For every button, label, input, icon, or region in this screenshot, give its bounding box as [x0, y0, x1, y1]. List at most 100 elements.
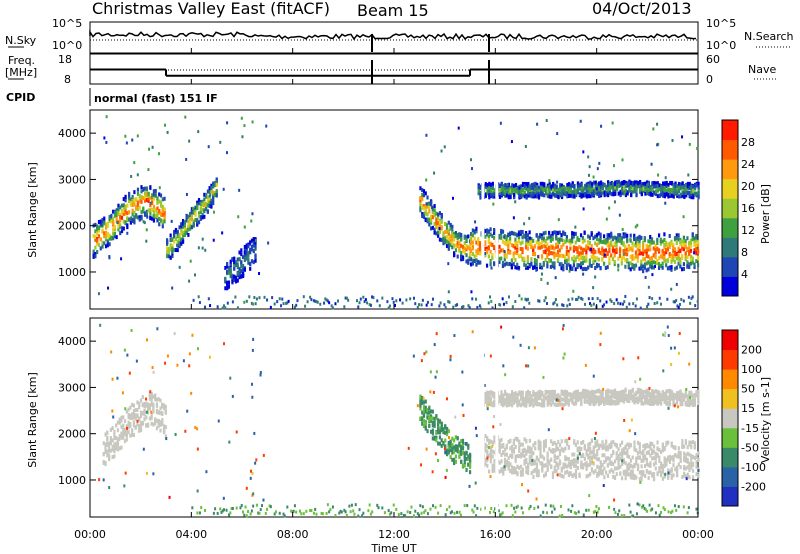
- heatmap-cell: [579, 251, 583, 256]
- heatmap-cell: [449, 455, 452, 460]
- heatmap-cell: [695, 183, 698, 188]
- heatmap-cell: [697, 181, 700, 186]
- heatmap-cell: [598, 191, 601, 196]
- heatmap-cell: [131, 429, 134, 434]
- heatmap-cell: [419, 186, 422, 191]
- heatmap-cell: [437, 233, 440, 238]
- heatmap-cell: [190, 225, 194, 230]
- heatmap-cell: [511, 470, 514, 475]
- heatmap-cell: [566, 393, 569, 398]
- heatmap-cell: [685, 183, 688, 188]
- heatmap-cell: [604, 253, 607, 258]
- heatmap-cell: [652, 240, 655, 245]
- heatmap-cell: [460, 448, 463, 453]
- heatmap-cell: [597, 263, 600, 268]
- heatmap-cell: [132, 420, 136, 425]
- heatmap-cell: [544, 463, 547, 468]
- heatmap-cell: [599, 468, 602, 473]
- heatmap-cell: [560, 266, 563, 271]
- heatmap-cell: [633, 440, 636, 445]
- heatmap-cell: [584, 192, 587, 197]
- heatmap-cell: [438, 426, 442, 431]
- heatmap-cell: [159, 422, 162, 427]
- colorbar-swatch: [722, 276, 738, 297]
- heatmap-cell: [493, 468, 496, 473]
- heatmap-cell: [669, 180, 672, 185]
- heatmap-cell: [594, 258, 597, 263]
- heatmap-cell: [689, 242, 693, 247]
- heatmap-cell: [178, 236, 181, 241]
- heatmap-cell: [615, 250, 618, 255]
- heatmap-cell: [528, 301, 531, 305]
- heatmap-cell: [573, 452, 576, 457]
- heatmap-cell: [525, 185, 528, 190]
- heatmap-cell: [462, 305, 465, 309]
- heatmap-cell: [132, 409, 136, 414]
- heatmap-cell: [101, 244, 104, 249]
- heatmap-cell: [109, 448, 112, 453]
- heatmap-cell: [169, 238, 172, 243]
- heatmap-cell: [140, 209, 143, 214]
- heatmap-cell: [96, 238, 99, 243]
- heatmap-cell: [512, 447, 516, 452]
- heatmap-cell: [549, 234, 552, 239]
- heatmap-cell: [551, 394, 555, 399]
- heatmap-cell: [148, 396, 151, 401]
- heatmap-cell: [428, 217, 431, 222]
- freq-tick-bottom: 8: [64, 73, 71, 86]
- heatmap-cell: [557, 462, 560, 467]
- heatmap-cell: [640, 182, 643, 187]
- heatmap-cell: [688, 185, 691, 190]
- heatmap-cell: [512, 470, 516, 475]
- heatmap-cell: [629, 246, 632, 251]
- heatmap-cell: [624, 294, 627, 298]
- heatmap-cell: [562, 474, 565, 479]
- heatmap-cell: [667, 474, 670, 479]
- heatmap-cell: [460, 250, 463, 255]
- heatmap-cell: [657, 262, 661, 267]
- heatmap-cell: [493, 194, 496, 199]
- heatmap-cell: [590, 438, 594, 443]
- heatmap-cell: [540, 277, 543, 281]
- heatmap-cell: [562, 267, 565, 272]
- heatmap-cell: [651, 472, 654, 477]
- heatmap-cell: [550, 184, 553, 189]
- heatmap-cell: [433, 213, 436, 218]
- heatmap-cell: [644, 456, 647, 461]
- heatmap-cell: [197, 295, 200, 299]
- heatmap-cell: [188, 139, 191, 143]
- heatmap-cell: [677, 306, 680, 310]
- heatmap-cell: [111, 426, 114, 431]
- heatmap-cell: [541, 398, 544, 403]
- heatmap-cell: [653, 180, 656, 185]
- heatmap-cell: [429, 416, 433, 421]
- heatmap-cell: [654, 456, 657, 461]
- heatmap-cell: [465, 244, 468, 249]
- heatmap-cell: [605, 470, 608, 475]
- heatmap-cell: [155, 402, 159, 407]
- heatmap-cell: [674, 445, 677, 450]
- heatmap-cell: [548, 393, 551, 398]
- heatmap-cell: [599, 232, 602, 237]
- heatmap-cell: [539, 454, 542, 459]
- heatmap-cell: [519, 393, 523, 398]
- heatmap-cell: [575, 189, 578, 194]
- heatmap-cell: [161, 422, 164, 427]
- heatmap-cell: [493, 391, 496, 396]
- heatmap-cell: [505, 401, 508, 406]
- heatmap-cell: [507, 393, 510, 398]
- heatmap-cell: [686, 236, 689, 241]
- heatmap-cell: [171, 286, 174, 290]
- heatmap-cell: [209, 193, 212, 197]
- heatmap-cell: [532, 252, 535, 257]
- heatmap-cell: [552, 192, 555, 197]
- heatmap-cell: [539, 262, 542, 267]
- heatmap-cell: [684, 245, 687, 250]
- heatmap-cell: [594, 444, 597, 449]
- heatmap-cell: [512, 466, 516, 471]
- heatmap-cell: [493, 459, 496, 464]
- heatmap-cell: [571, 194, 574, 199]
- velocity-panel: [89, 317, 699, 518]
- heatmap-cell: [690, 184, 693, 189]
